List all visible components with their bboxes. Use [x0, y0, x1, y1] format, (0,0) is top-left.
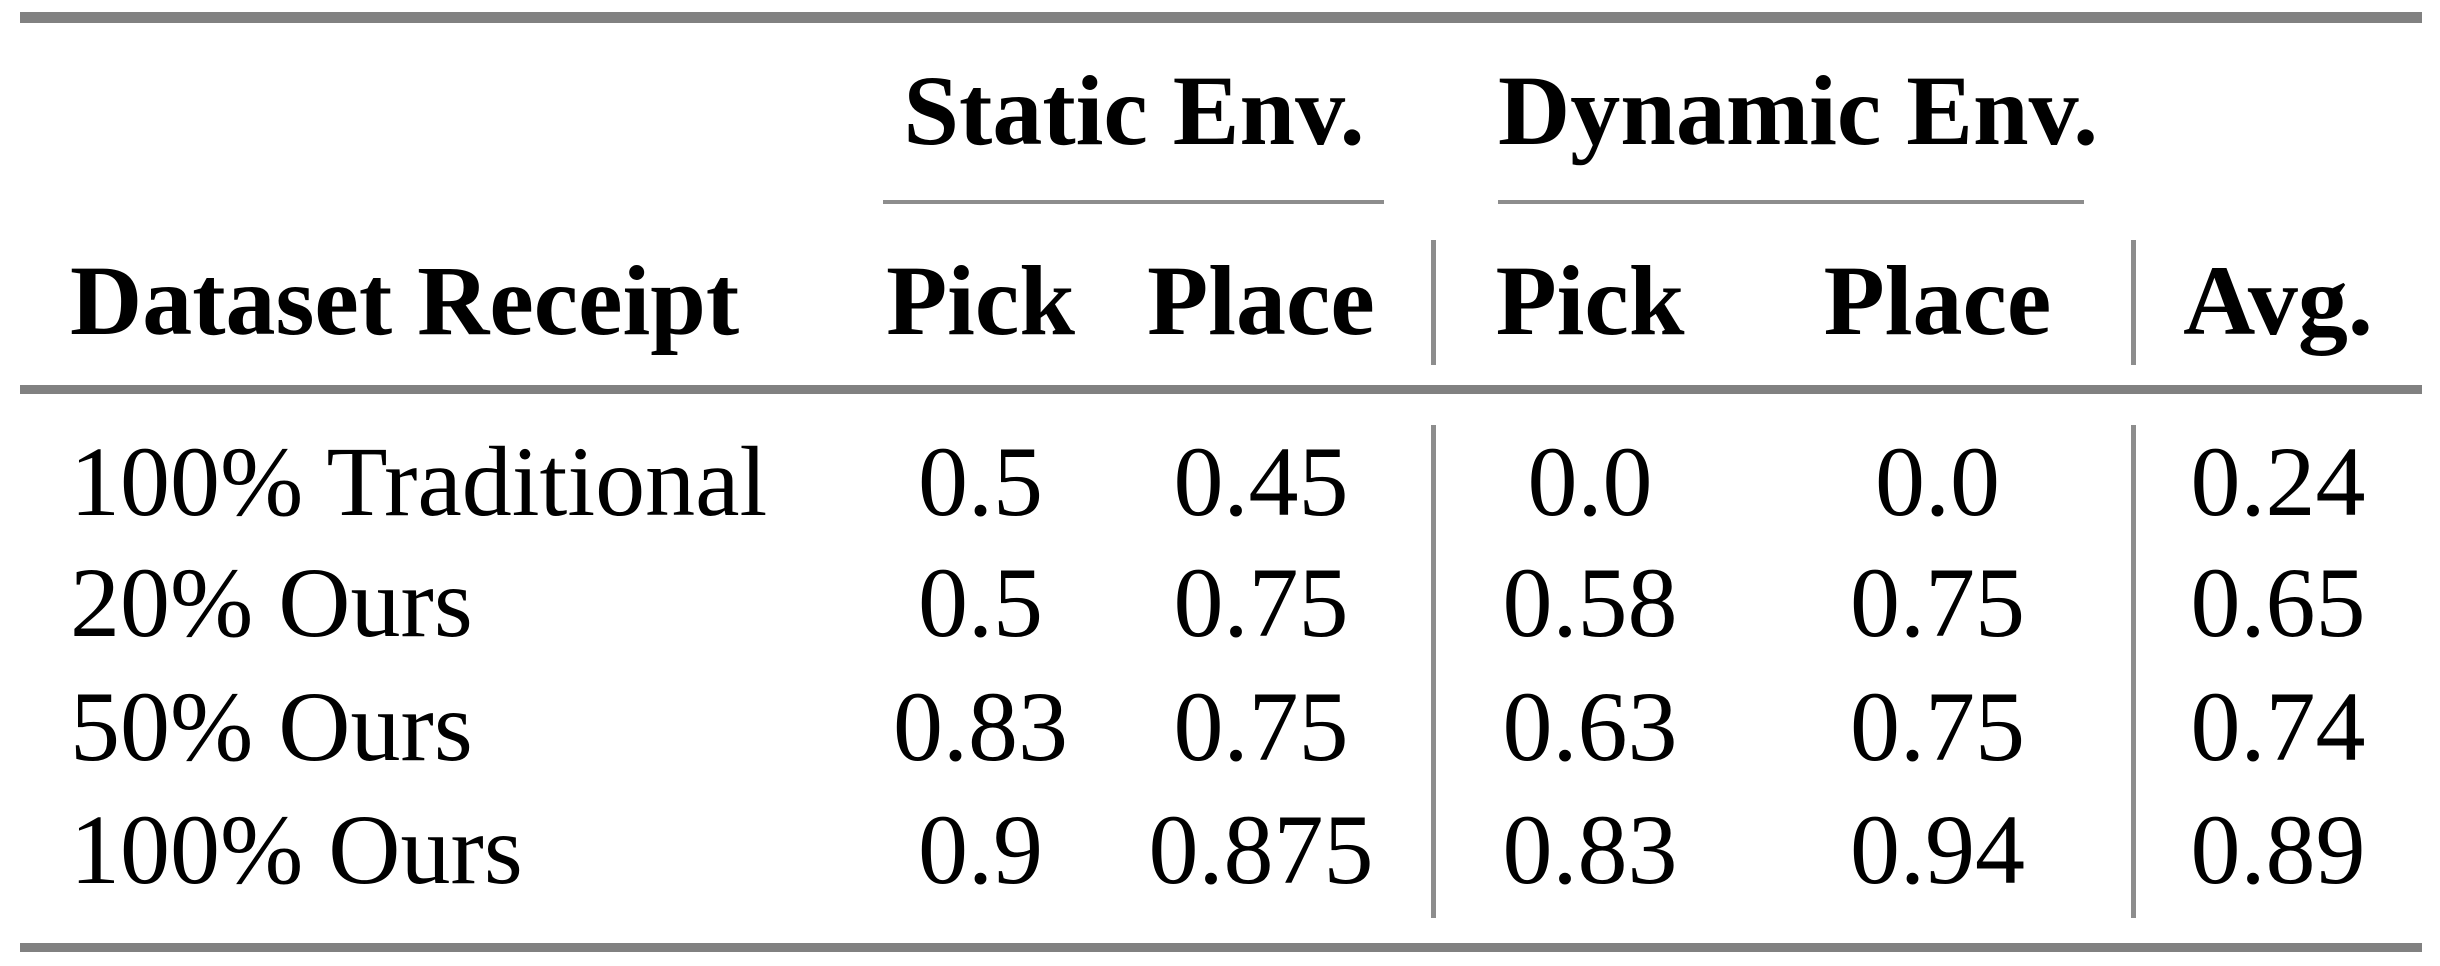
row2-static-pick-cell: 0.83: [893, 671, 1068, 782]
row0-avg-cell: 0.24: [2190, 426, 2366, 537]
col-header-static-pick: Pick: [886, 245, 1075, 356]
static-dynamic-divider-header: [1431, 240, 1436, 365]
row3-static-pick-cell: 0.9: [918, 794, 1043, 905]
row0-dataset-cell: 100% Traditional: [70, 426, 768, 537]
row0-static-pick-cell: 0.5: [918, 426, 1043, 537]
avg-divider-body: [2131, 425, 2136, 918]
row2-avg-cell: 0.74: [2190, 671, 2366, 782]
col-header-dynamic-pick: Pick: [1495, 245, 1685, 356]
col-header-avg: Avg.: [2183, 245, 2373, 356]
dynamic-env-group-header: Dynamic Env.: [1498, 55, 2099, 166]
row0-static-place-cell: 0.45: [1173, 426, 1349, 537]
row3-avg-cell: 0.89: [2190, 794, 2366, 905]
row0-dynamic-place-cell: 0.0: [1875, 426, 2000, 537]
static-env-cmidrule: [883, 200, 1384, 204]
row2-dataset-cell: 50% Ours: [70, 671, 473, 782]
row3-dataset-cell: 100% Ours: [70, 794, 523, 905]
avg-divider-header: [2131, 240, 2136, 365]
row2-static-place-cell: 0.75: [1173, 671, 1349, 782]
row2-dynamic-place-cell: 0.75: [1850, 671, 2025, 782]
row0-dynamic-pick-cell: 0.0: [1527, 426, 1653, 537]
row1-dynamic-place-cell: 0.75: [1850, 547, 2025, 658]
row1-static-pick-cell: 0.5: [918, 547, 1043, 658]
col-header-dataset-receipt: Dataset Receipt: [70, 245, 740, 356]
row2-dynamic-pick-cell: 0.63: [1502, 671, 1678, 782]
col-header-dynamic-place: Place: [1823, 245, 2052, 356]
row1-static-place-cell: 0.75: [1173, 547, 1349, 658]
row1-dataset-cell: 20% Ours: [70, 547, 473, 658]
row1-avg-cell: 0.65: [2190, 547, 2366, 658]
table-top-rule: [20, 12, 2422, 23]
row3-dynamic-pick-cell: 0.83: [1502, 794, 1678, 905]
static-dynamic-divider-body: [1431, 425, 1436, 918]
dynamic-env-cmidrule: [1498, 200, 2084, 204]
row3-dynamic-place-cell: 0.94: [1850, 794, 2025, 905]
table-header-rule: [20, 385, 2422, 394]
static-env-group-header: Static Env.: [903, 55, 1365, 166]
row1-dynamic-pick-cell: 0.58: [1502, 547, 1678, 658]
table-bottom-rule: [20, 943, 2422, 952]
col-header-static-place: Place: [1147, 245, 1375, 356]
row3-static-place-cell: 0.875: [1148, 794, 1374, 905]
